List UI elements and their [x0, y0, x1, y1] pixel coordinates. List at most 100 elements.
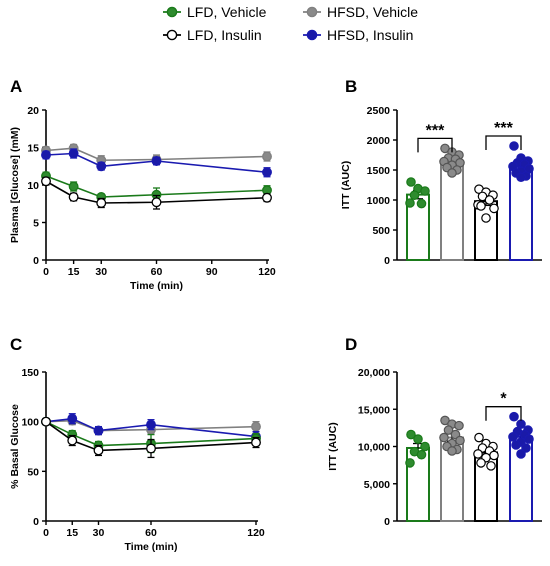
x-tick-label: 60 — [145, 527, 157, 539]
legend-item-lfd-insulin: LFD, Insulin — [163, 27, 262, 43]
data-point — [68, 148, 79, 159]
data-point — [96, 161, 107, 172]
data-point — [151, 156, 162, 166]
legend-label: HFSD, Insulin — [327, 27, 413, 43]
data-point — [68, 181, 79, 192]
significance-label: *** — [426, 122, 445, 139]
data-point — [516, 449, 526, 459]
panel-a: A 0 5 10 15 20 0 15 30 60 90 120 Time (min) Plasma [G… — [9, 77, 276, 292]
y-tick-label: 5,000 — [364, 479, 390, 491]
data-point — [251, 437, 261, 448]
legend-label: LFD, Insulin — [187, 27, 262, 43]
data-point — [151, 197, 162, 208]
data-point — [509, 141, 519, 151]
data-point — [41, 416, 51, 427]
x-tick-label: 90 — [206, 266, 218, 278]
legend-swatch-marker — [166, 29, 178, 41]
data-point — [454, 420, 464, 431]
data-point — [262, 192, 272, 203]
y-tick-label: 20,000 — [358, 367, 390, 379]
bar-group-hfsd-insulin — [508, 411, 534, 522]
data-point — [416, 198, 427, 209]
series-lfd-insulin — [41, 416, 261, 459]
x-tick-label: 120 — [258, 266, 276, 278]
data-point — [489, 450, 499, 461]
legend-swatch-marker — [306, 6, 318, 18]
y-tick-label: 0 — [384, 516, 390, 528]
data-point — [41, 176, 51, 187]
x-tick-label: 30 — [93, 527, 105, 539]
legend: LFD, Vehicle HFSD, Vehicle LFD, Insulin HFS… — [163, 4, 418, 43]
y-tick-label: 15 — [27, 143, 39, 155]
data-point — [405, 458, 415, 468]
y-axis-label: Plasma [Glucose] (mM) — [9, 127, 21, 243]
significance-label: * — [500, 391, 507, 408]
y-axis-label: % Basal Glucose — [9, 404, 21, 489]
data-point — [439, 432, 449, 443]
legend-label: LFD, Vehicle — [187, 4, 267, 20]
data-point — [447, 446, 457, 456]
bar-group-hfsd-vehicle — [439, 415, 465, 522]
data-point — [443, 425, 454, 435]
bar-group-hfsd-insulin — [508, 141, 534, 261]
y-tick-label: 0 — [33, 255, 39, 267]
data-point — [93, 445, 104, 456]
panel-label: B — [345, 77, 357, 96]
series-lfd-insulin — [41, 176, 272, 210]
data-point — [409, 190, 420, 200]
data-point — [455, 435, 465, 446]
legend-item-hfsd-insulin: HFSD, Insulin — [303, 27, 413, 43]
x-tick-label: 30 — [95, 266, 107, 278]
bracket-line — [485, 135, 522, 150]
y-tick-label: 0 — [33, 516, 39, 528]
x-axis-label: Time (min) — [130, 280, 183, 292]
panel-label: A — [10, 77, 22, 96]
data-point — [509, 411, 519, 422]
data-point — [251, 421, 261, 432]
y-tick-label: 15,000 — [358, 404, 390, 416]
y-tick-label: 2000 — [367, 135, 391, 147]
bar-group-lfd-vehicle — [405, 177, 430, 262]
legend-item-lfd-vehicle: LFD, Vehicle — [163, 4, 267, 20]
panel-b: B 0 500 1000 1500 2000 2500 ITT (AUC) *** *** — [340, 77, 542, 267]
data-point — [406, 429, 416, 440]
data-point — [447, 168, 457, 178]
bar-group-lfd-insulin — [473, 184, 499, 261]
x-tick-label: 60 — [151, 266, 163, 278]
legend-label: HFSD, Vehicle — [327, 4, 418, 20]
significance-label: *** — [494, 120, 513, 137]
data-point — [93, 425, 104, 436]
data-point — [420, 441, 430, 452]
y-tick-label: 150 — [21, 367, 39, 379]
data-point — [476, 201, 486, 211]
data-point — [474, 432, 484, 443]
data-point — [511, 440, 521, 450]
y-tick-label: 10 — [27, 180, 39, 192]
data-point — [41, 150, 51, 160]
data-point — [420, 186, 430, 196]
data-point — [67, 435, 78, 446]
y-tick-label: 0 — [384, 255, 390, 267]
data-point — [406, 177, 416, 187]
y-tick-label: 1500 — [367, 165, 391, 177]
data-point — [146, 443, 156, 454]
x-tick-label: 0 — [43, 266, 49, 278]
data-point — [146, 419, 156, 430]
significance-bracket: *** — [417, 122, 453, 153]
x-axis-label: Time (min) — [125, 541, 178, 553]
data-point — [405, 198, 415, 208]
y-tick-label: 100 — [21, 417, 39, 429]
data-point — [473, 449, 483, 459]
x-tick-label: 15 — [68, 266, 80, 278]
bar-group-lfd-insulin — [473, 432, 499, 522]
data-point — [508, 432, 518, 442]
y-axis-label: ITT (AUC) — [327, 422, 339, 470]
legend-swatch-marker — [166, 6, 178, 18]
series-hfsd-insulin — [41, 148, 272, 178]
y-tick-label: 50 — [27, 466, 39, 478]
data-point — [489, 203, 499, 214]
significance-bracket: *** — [485, 120, 522, 150]
data-point — [96, 198, 107, 208]
data-point — [262, 151, 272, 162]
